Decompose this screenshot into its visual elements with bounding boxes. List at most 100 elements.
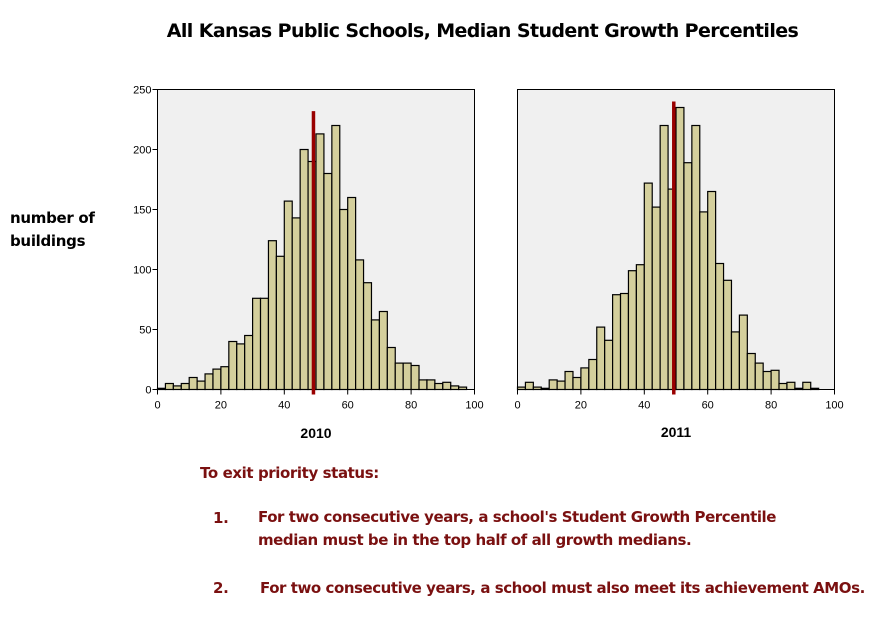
x-axis-label: 2011: [661, 424, 692, 440]
histogram-bar: [450, 385, 460, 391]
histogram-bar: [619, 292, 630, 391]
histogram-bar: [564, 370, 574, 391]
y-tick-label: 200: [133, 145, 151, 157]
histogram-bar: [746, 352, 756, 391]
histogram-bar: [738, 314, 748, 391]
histogram-2010: 0 20 40 60 80 100 0 50 100 150 200 250 2010: [133, 85, 484, 442]
y-tick-label: 50: [139, 325, 151, 337]
histogram-bar: [244, 334, 254, 391]
criterion-1-line-1: For two consecutive years, a school's St…: [258, 508, 776, 526]
y-tick-label: 100: [133, 265, 151, 277]
x-tick-label: 80: [765, 400, 777, 412]
histogram-bar: [418, 379, 428, 391]
histogram-bar: [730, 331, 740, 391]
x-tick-label: 0: [154, 400, 160, 412]
histogram-bar: [228, 340, 238, 391]
histogram-bar: [778, 382, 788, 391]
criterion-2-text: For two consecutive years, a school must…: [260, 577, 865, 600]
histogram-bar: [556, 380, 566, 391]
histogram-bar: [339, 208, 349, 391]
histogram-bar: [596, 326, 606, 391]
histogram-bar: [386, 346, 396, 391]
histogram-bar: [323, 172, 333, 391]
histogram-bar: [754, 362, 764, 391]
criterion-1-line-2: median must be in the top half of all gr…: [258, 531, 692, 549]
histogram-bar: [410, 364, 420, 391]
histogram-bar: [588, 358, 598, 391]
histogram-bar: [635, 264, 645, 391]
histogram-bar: [572, 376, 582, 391]
histogram-bar: [236, 343, 246, 391]
histogram-bar: [347, 196, 357, 391]
histogram-bar: [770, 369, 780, 391]
y-axis-label-line-2: buildings: [10, 232, 86, 250]
histogram-bar: [291, 217, 301, 391]
histogram-bar: [524, 381, 534, 391]
x-axis-label: 2010: [300, 425, 331, 441]
x-tick-label: 20: [575, 400, 587, 412]
histogram-bar: [188, 376, 198, 391]
histogram-bar: [722, 279, 733, 391]
histogram-bar: [299, 148, 309, 391]
histogram-bar: [204, 373, 214, 391]
x-tick-label: 0: [514, 400, 520, 412]
x-tick-label: 40: [638, 400, 650, 412]
histogram-bar: [370, 319, 381, 391]
histogram-bar: [362, 282, 373, 391]
x-tick-label: 100: [825, 400, 843, 412]
histogram-bar: [220, 366, 230, 391]
histogram-bar: [442, 381, 452, 391]
y-tick-label: 150: [133, 205, 151, 217]
histogram-bar: [643, 182, 653, 391]
histogram-bar: [259, 297, 270, 391]
histogram-bar: [548, 379, 558, 391]
histogram-bar: [699, 211, 709, 391]
histogram-bar: [691, 124, 701, 391]
histogram-bar: [252, 297, 262, 391]
x-tick-label: 100: [465, 400, 483, 412]
histogram-bar: [315, 133, 325, 391]
histogram-bar: [212, 368, 222, 391]
histogram-bar: [627, 270, 637, 391]
x-tick-label: 60: [342, 400, 354, 412]
histogram-bar: [180, 382, 190, 391]
histogram-bar: [267, 240, 277, 391]
histogram-bar: [172, 385, 182, 391]
histogram-2011: 0 20 40 60 80 100 2011: [514, 89, 844, 440]
histogram-bar: [164, 382, 174, 391]
x-tick-label: 20: [215, 400, 227, 412]
histogram-bar: [611, 294, 622, 391]
histogram-bar: [715, 262, 725, 391]
y-axis-label-line-1: number of: [10, 209, 95, 227]
y-tick-label: 250: [133, 85, 151, 97]
criterion-2-line-1: For two consecutive years, a school must…: [260, 579, 865, 597]
criterion-2-number: 2.: [213, 579, 229, 597]
histogram-bar: [426, 379, 436, 391]
criterion-1-number: 1.: [213, 509, 229, 527]
histogram-bar: [331, 124, 341, 391]
histogram-bar: [604, 339, 614, 391]
histogram-bar: [275, 255, 285, 391]
y-axis-label: number of buildings: [10, 207, 95, 253]
exit-heading: To exit priority status:: [200, 464, 379, 482]
histogram-bar: [675, 106, 685, 391]
x-tick-label: 60: [702, 400, 714, 412]
x-tick-label: 40: [278, 400, 290, 412]
histogram-bar: [378, 310, 388, 391]
x-tick-label: 80: [405, 400, 417, 412]
histogram-bar: [580, 367, 590, 391]
chart-title: All Kansas Public Schools, Median Studen…: [166, 20, 799, 42]
histogram-bar: [355, 259, 365, 391]
histogram-bar: [762, 370, 772, 391]
histogram-bar: [786, 381, 796, 391]
y-tick-label: 0: [145, 385, 151, 397]
histogram-bar: [283, 200, 293, 391]
histogram-bar: [802, 381, 812, 391]
histogram-bar: [707, 190, 717, 391]
histogram-bar: [651, 206, 661, 391]
histogram-bar: [394, 362, 404, 391]
histogram-bar: [196, 380, 206, 391]
histogram-bar: [434, 382, 444, 391]
criterion-1-text: For two consecutive years, a school's St…: [258, 506, 776, 552]
